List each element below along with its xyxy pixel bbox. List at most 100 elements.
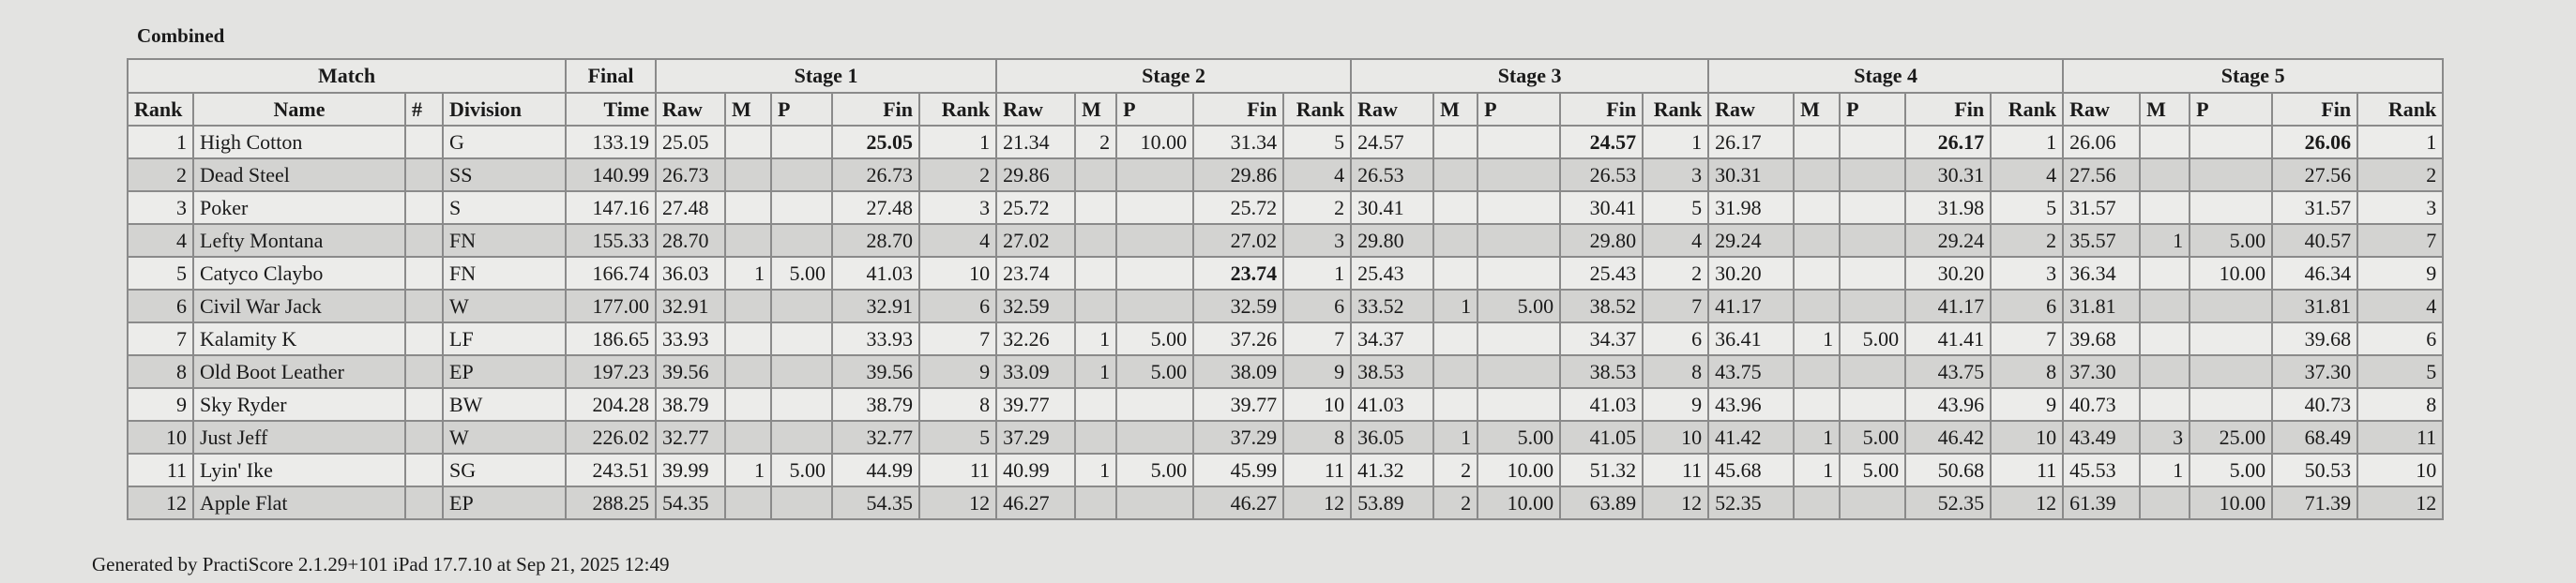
- stage-3-raw-cell: 34.37: [1350, 321, 1435, 356]
- number-cell: [404, 420, 444, 455]
- division-cell: EP: [441, 486, 568, 520]
- stage-5-m-cell: 3: [2139, 420, 2191, 455]
- stage-5-p-cell: 5.00: [2189, 453, 2274, 487]
- stage-5-raw-cell: 37.30: [2062, 354, 2142, 389]
- stage-1-fin-cell: 32.77: [831, 420, 921, 455]
- stage-4-raw-cell: 30.20: [1707, 256, 1796, 291]
- stage-5-raw-cell: 43.49: [2062, 420, 2142, 455]
- name-cell: Poker: [192, 190, 406, 225]
- stage-4-fin-cell: 41.17: [1904, 289, 1993, 323]
- stage-4-rank-cell: 11: [1990, 453, 2065, 487]
- stage-3-raw-cell: 41.03: [1350, 387, 1435, 422]
- stage-5-m-cell: [2139, 354, 2191, 389]
- stage-3-p-cell: [1477, 387, 1562, 422]
- stage-4-fin-cell: 26.17: [1904, 125, 1993, 159]
- stage-4-m-cell: 1: [1793, 420, 1841, 455]
- stage-3-p-cell: [1477, 125, 1562, 159]
- stage-3-fin-cell: 26.53: [1559, 157, 1644, 192]
- stage-1-rank-cell: 9: [918, 354, 998, 389]
- stage-5-raw-cell: 36.34: [2062, 256, 2142, 291]
- stage-4-rank-cell: 5: [1990, 190, 2065, 225]
- stage-2-fin-cell: 31.34: [1192, 125, 1285, 159]
- stage-3-raw-cell: 41.32: [1350, 453, 1435, 487]
- stage-1-rank-cell: 4: [918, 223, 998, 258]
- stage-4-p-cell: 5.00: [1839, 453, 1907, 487]
- stage-5-group-header: Stage 5: [2062, 58, 2445, 94]
- stage-4-rank-cell: 8: [1990, 354, 2065, 389]
- stage-2-rank-cell: 6: [1282, 289, 1353, 323]
- stage-3-raw-cell: 29.80: [1350, 223, 1435, 258]
- stage-2-p-cell: 10.00: [1115, 125, 1195, 159]
- stage-2-rank-cell: 8: [1282, 420, 1353, 455]
- stage-1-fin-cell: 26.73: [831, 157, 921, 192]
- number-cell: [404, 157, 444, 192]
- number-cell: [404, 289, 444, 323]
- stage-1-rank-cell: 2: [918, 157, 998, 192]
- stage-5-fin-cell: 27.56: [2271, 157, 2359, 192]
- stage-1-p-cell: [770, 321, 834, 356]
- stage-1-m-cell: [724, 354, 773, 389]
- name-cell: Old Boot Leather: [192, 354, 406, 389]
- stage-4-raw-cell: 41.42: [1707, 420, 1796, 455]
- rank-cell: 7: [127, 321, 194, 356]
- stage-4-raw-cell: 45.68: [1707, 453, 1796, 487]
- stage-2-p-cell: [1115, 157, 1195, 192]
- stage-4-raw-cell: 29.24: [1707, 223, 1796, 258]
- stage-2-raw-cell: 33.09: [995, 354, 1077, 389]
- stage-1-raw-cell: 25.05: [655, 125, 727, 159]
- stage-5-rank-cell: 11: [2356, 420, 2445, 455]
- stage-4-m-cell: [1793, 387, 1841, 422]
- table-row: 11 Lyin' Ike SG 243.51 39.99 1 5.00 44.99 11 40.9…: [127, 453, 2445, 487]
- stage-4-fin-cell: 30.31: [1904, 157, 1993, 192]
- stage-2-fin-header: Fin: [1192, 92, 1285, 127]
- stage-2-m-cell: 1: [1074, 321, 1118, 356]
- stage-5-raw-cell: 31.81: [2062, 289, 2142, 323]
- stage-5-raw-cell: 61.39: [2062, 486, 2142, 520]
- rank-cell: 6: [127, 289, 194, 323]
- stage-5-fin-cell: 46.34: [2271, 256, 2359, 291]
- stage-1-raw-cell: 27.48: [655, 190, 727, 225]
- stage-5-p-header: P: [2189, 92, 2274, 127]
- division-cell: S: [441, 190, 568, 225]
- stage-4-m-cell: [1793, 125, 1841, 159]
- stage-2-rank-header: Rank: [1282, 92, 1353, 127]
- stage-2-m-header: M: [1074, 92, 1118, 127]
- stage-3-fin-cell: 63.89: [1559, 486, 1644, 520]
- division-cell: EP: [441, 354, 568, 389]
- stage-4-raw-cell: 30.31: [1707, 157, 1796, 192]
- stage-1-m-cell: [724, 321, 773, 356]
- stage-4-p-cell: [1839, 289, 1907, 323]
- stage-2-raw-cell: 32.26: [995, 321, 1077, 356]
- name-cell: Kalamity K: [192, 321, 406, 356]
- stage-3-rank-cell: 10: [1642, 420, 1710, 455]
- name-cell: Lyin' Ike: [192, 453, 406, 487]
- rank-cell: 2: [127, 157, 194, 192]
- stage-5-rank-cell: 4: [2356, 289, 2445, 323]
- stage-3-fin-cell: 34.37: [1559, 321, 1644, 356]
- stage-5-m-cell: [2139, 125, 2191, 159]
- results-title: Combined: [137, 24, 225, 47]
- stage-2-raw-cell: 29.86: [995, 157, 1077, 192]
- stage-3-p-cell: [1477, 223, 1562, 258]
- stage-1-p-cell: [770, 190, 834, 225]
- stage-4-rank-cell: 6: [1990, 289, 2065, 323]
- stage-3-m-cell: 1: [1432, 289, 1479, 323]
- table-row: 12 Apple Flat EP 288.25 54.35 54.35 12 46.27 46.…: [127, 486, 2445, 520]
- stage-2-rank-cell: 1: [1282, 256, 1353, 291]
- stage-3-fin-cell: 24.57: [1559, 125, 1644, 159]
- stage-2-raw-header: Raw: [995, 92, 1077, 127]
- number-cell: [404, 256, 444, 291]
- stage-5-rank-cell: 3: [2356, 190, 2445, 225]
- stage-2-rank-cell: 12: [1282, 486, 1353, 520]
- stage-2-fin-cell: 29.86: [1192, 157, 1285, 192]
- stage-4-p-cell: [1839, 223, 1907, 258]
- stage-4-fin-cell: 46.42: [1904, 420, 1993, 455]
- stage-2-rank-cell: 3: [1282, 223, 1353, 258]
- stage-2-m-cell: [1074, 190, 1118, 225]
- stage-1-p-cell: [770, 157, 834, 192]
- stage-2-p-header: P: [1115, 92, 1195, 127]
- time-cell: 177.00: [565, 289, 658, 323]
- table-row: 1 High Cotton G 133.19 25.05 25.05 1 21.34 2 10.0…: [127, 125, 2445, 159]
- stage-1-m-cell: [724, 223, 773, 258]
- stage-4-rank-cell: 4: [1990, 157, 2065, 192]
